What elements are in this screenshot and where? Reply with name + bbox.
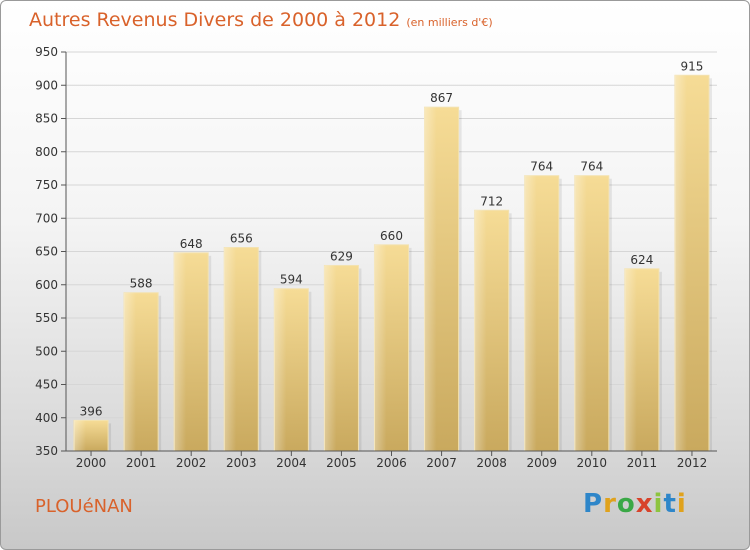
y-tick-label: 650 [35, 245, 58, 259]
logo-letter: x [635, 489, 654, 519]
bar-highlight [374, 244, 387, 451]
bars-layer: 396 588 648 656 594 629 660 867 712 764 764 624 915 [73, 59, 712, 452]
logo-letter: o [616, 489, 636, 519]
chart-title: Autres Revenus Divers de 2000 à 2012 (en … [29, 9, 493, 31]
logo-letter: P [583, 489, 604, 519]
proxiti-logo: Proxiti [583, 489, 687, 519]
bar-value-label: 656 [230, 232, 253, 246]
bar-highlight [324, 265, 337, 451]
logo-letter: i [676, 489, 687, 519]
bar-value-label: 588 [130, 277, 153, 291]
y-tick-label: 800 [35, 145, 58, 159]
y-tick-label: 700 [35, 211, 58, 225]
bar-highlight [524, 175, 537, 451]
bar-value-label: 396 [80, 404, 103, 418]
bar-highlight [424, 107, 437, 451]
y-tick-label: 600 [35, 278, 58, 292]
bar-highlight [624, 268, 637, 451]
x-tick-label: 2004 [276, 456, 307, 470]
bar-value-label: 764 [580, 160, 603, 174]
y-tick-label: 500 [35, 344, 58, 358]
logo-letter: t [663, 489, 677, 519]
x-tick-label: 2007 [426, 456, 457, 470]
y-tick-label: 750 [35, 178, 58, 192]
bar-highlight [574, 175, 587, 451]
bar-highlight [174, 252, 187, 451]
bar-value-label: 648 [180, 237, 203, 251]
x-tick-label: 2011 [627, 456, 658, 470]
x-tick-label: 2012 [677, 456, 708, 470]
chart-unit: (en milliers d'€) [406, 16, 493, 29]
y-tick-label: 900 [35, 78, 58, 92]
x-tick-label: 2002 [176, 456, 207, 470]
bar-value-label: 624 [630, 253, 653, 267]
place-name: PLOUéNAN [35, 496, 133, 517]
bar-value-label: 764 [530, 160, 553, 174]
y-tick-label: 950 [35, 45, 58, 59]
x-tick-label: 2008 [476, 456, 507, 470]
chart-title-text: Autres Revenus Divers de 2000 à 2012 [29, 9, 401, 31]
bar-highlight [124, 292, 137, 451]
logo-letter: r [603, 489, 617, 519]
x-tick-label: 2006 [376, 456, 407, 470]
y-tick-label: 450 [35, 378, 58, 392]
y-tick-label: 350 [35, 444, 58, 458]
bar-highlight [674, 75, 687, 452]
bar-value-label: 594 [280, 273, 303, 287]
bar-value-label: 629 [330, 249, 353, 263]
x-tick-label: 2000 [76, 456, 107, 470]
bar-highlight [74, 420, 86, 451]
bar-highlight [224, 247, 237, 451]
logo-letter: i [653, 489, 664, 519]
y-tick-label: 400 [35, 411, 58, 425]
x-tick-label: 2010 [577, 456, 608, 470]
x-tick-label: 2001 [126, 456, 157, 470]
x-tick-label: 2003 [226, 456, 257, 470]
bar-value-label: 712 [480, 194, 503, 208]
bar-highlight [274, 288, 287, 451]
x-tick-label: 2005 [326, 456, 357, 470]
bar-value-label: 660 [380, 229, 403, 243]
bar-highlight [474, 210, 487, 451]
x-tick-label: 2009 [526, 456, 557, 470]
axis-layer: 350 400 450 500 550 600 650 700 750 800 850 900 950 2… [35, 45, 717, 470]
y-tick-label: 550 [35, 311, 58, 325]
bar-value-label: 915 [681, 59, 704, 73]
bar-value-label: 867 [430, 91, 453, 105]
y-tick-label: 850 [35, 112, 58, 126]
